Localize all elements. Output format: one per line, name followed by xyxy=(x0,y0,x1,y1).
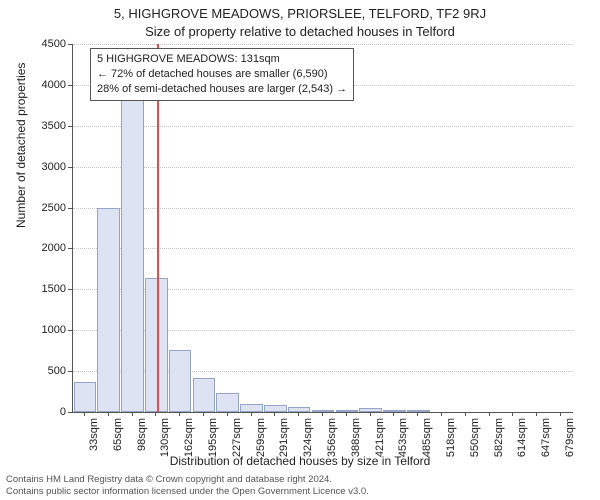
histogram-bar xyxy=(216,393,239,412)
chart-container: 5, HIGHGROVE MEADOWS, PRIORSLEE, TELFORD… xyxy=(0,0,600,500)
x-tick-mark xyxy=(84,412,85,416)
x-tick-mark xyxy=(441,412,442,416)
histogram-bar xyxy=(193,378,216,412)
histogram-bar xyxy=(240,404,263,412)
x-tick-mark xyxy=(512,412,513,416)
x-axis-label: Distribution of detached houses by size … xyxy=(0,454,600,468)
histogram-bar xyxy=(121,69,144,412)
x-tick-mark xyxy=(393,412,394,416)
y-tick-label: 2000 xyxy=(6,242,66,254)
chart-subtitle: Size of property relative to detached ho… xyxy=(0,24,600,39)
y-tick-label: 1000 xyxy=(6,324,66,336)
y-tick-label: 2500 xyxy=(6,202,66,214)
x-tick-mark xyxy=(227,412,228,416)
x-tick-mark xyxy=(489,412,490,416)
y-tick-label: 0 xyxy=(6,406,66,418)
x-tick-mark xyxy=(417,412,418,416)
y-tick-label: 3500 xyxy=(6,120,66,132)
grid-line xyxy=(73,167,573,168)
x-tick-mark xyxy=(179,412,180,416)
x-tick-mark xyxy=(298,412,299,416)
x-tick-mark xyxy=(370,412,371,416)
y-tick-label: 4000 xyxy=(6,79,66,91)
x-tick-mark xyxy=(132,412,133,416)
info-box-line2: ← 72% of detached houses are smaller (6,… xyxy=(97,67,347,82)
footer: Contains HM Land Registry data © Crown c… xyxy=(6,474,594,498)
footer-line2: Contains public sector information licen… xyxy=(6,486,594,498)
footer-line1: Contains HM Land Registry data © Crown c… xyxy=(6,474,594,486)
x-tick-mark xyxy=(465,412,466,416)
x-tick-mark xyxy=(251,412,252,416)
x-tick-mark xyxy=(322,412,323,416)
y-tick-label: 3000 xyxy=(6,161,66,173)
y-tick-label: 4500 xyxy=(6,38,66,50)
histogram-bar xyxy=(97,208,120,412)
y-tick-label: 500 xyxy=(6,365,66,377)
histogram-bar xyxy=(74,382,97,412)
histogram-bar xyxy=(169,350,192,412)
x-tick-mark xyxy=(155,412,156,416)
info-box: 5 HIGHGROVE MEADOWS: 131sqm ← 72% of det… xyxy=(90,48,354,101)
y-tick-label: 1500 xyxy=(6,283,66,295)
x-tick-mark xyxy=(108,412,109,416)
grid-line xyxy=(73,208,573,209)
x-tick-mark xyxy=(346,412,347,416)
grid-line xyxy=(73,126,573,127)
info-box-line1: 5 HIGHGROVE MEADOWS: 131sqm xyxy=(97,52,347,67)
info-box-line3: 28% of semi-detached houses are larger (… xyxy=(97,82,347,97)
grid-line xyxy=(73,248,573,249)
histogram-bar xyxy=(336,410,359,412)
x-tick-mark xyxy=(536,412,537,416)
grid-line xyxy=(73,44,573,45)
chart-title: 5, HIGHGROVE MEADOWS, PRIORSLEE, TELFORD… xyxy=(0,6,600,21)
x-tick-mark xyxy=(203,412,204,416)
x-tick-mark xyxy=(274,412,275,416)
x-tick-mark xyxy=(560,412,561,416)
